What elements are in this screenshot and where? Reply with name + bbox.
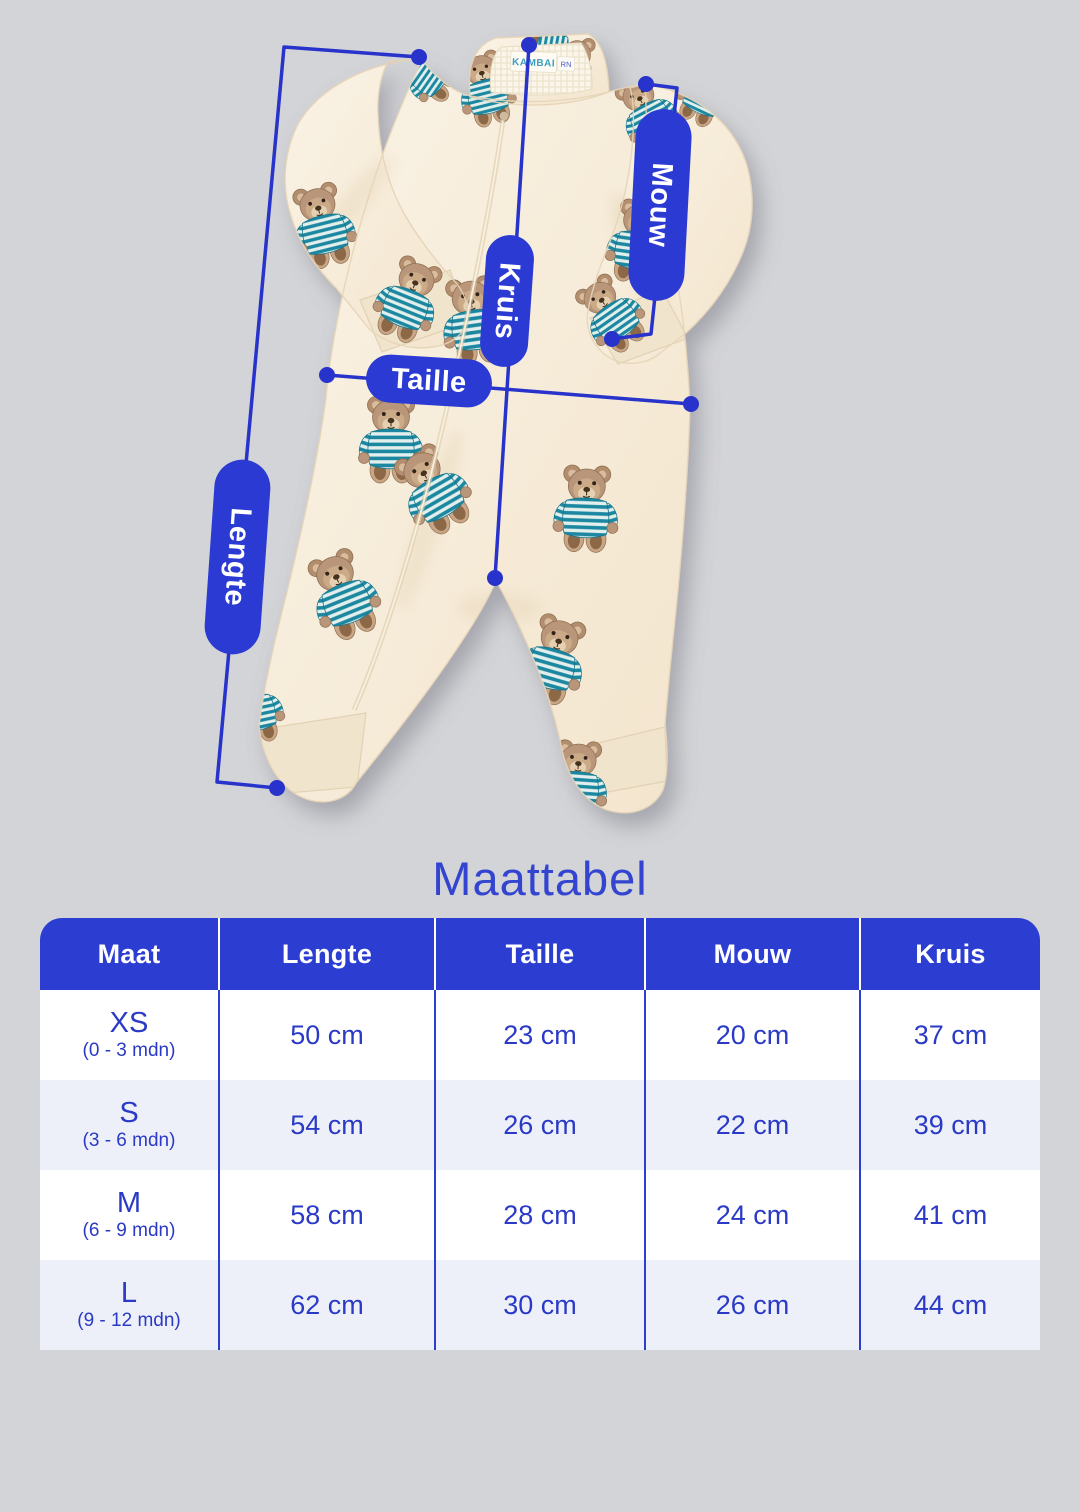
cell-lengte: 62 cm: [220, 1260, 436, 1350]
cell-kruis: 44 cm: [913, 1289, 988, 1320]
table-row-xs: XS (0 - 3 mdn) 50 cm 23 cm 20 cm 37 cm: [40, 990, 1040, 1080]
cell-taille: 23 cm: [436, 990, 646, 1080]
cell-kruis: 37 cm: [913, 1019, 988, 1050]
cell-mouw: 20 cm: [646, 990, 861, 1080]
age-range: (3 - 6 mdn): [82, 1130, 176, 1152]
column-header-maat: Maat: [40, 918, 220, 990]
age-range: (6 - 9 mdn): [82, 1220, 176, 1242]
table-row-m: M (6 - 9 mdn) 58 cm 28 cm 24 cm 41 cm: [40, 1170, 1040, 1260]
cell-size: S (3 - 6 mdn): [40, 1080, 220, 1170]
cell-lengte: 58 cm: [220, 1170, 436, 1260]
column-header-lengte: Lengte: [220, 918, 436, 990]
size-table: Maat Lengte Taille Mouw Kruis XS (0 - 3 …: [40, 918, 1040, 1350]
cell-lengte: 54 cm: [220, 1080, 436, 1170]
measurement-endpoint-dots: [269, 37, 699, 796]
page-title: Maattabel: [432, 852, 648, 905]
measurement-lines: [215, 37, 699, 796]
cell-kruis: 41 cm: [913, 1199, 988, 1230]
measurement-pill-kruis: Kruis: [478, 233, 536, 369]
baby-romper-photo: KAMBAI RN: [258, 33, 753, 814]
lengte-line: [215, 45, 421, 790]
column-header-taille: Taille: [436, 918, 646, 990]
age-range: (0 - 3 mdn): [82, 1040, 176, 1062]
cell-mouw: 22 cm: [646, 1080, 861, 1170]
size-label: L: [120, 1276, 138, 1309]
brand-label-text: KAMBAI: [512, 57, 555, 69]
cell-taille: 26 cm: [436, 1080, 646, 1170]
cell-mouw: 24 cm: [646, 1170, 861, 1260]
column-header-mouw: Mouw: [646, 918, 861, 990]
zipper: [351, 111, 509, 712]
column-header-kruis: Kruis: [915, 938, 986, 969]
cell-kruis: 39 cm: [913, 1109, 988, 1140]
garment: KAMBAI RN: [258, 33, 753, 814]
cell-size: XS (0 - 3 mdn): [40, 990, 220, 1080]
product-measurement-diagram: KAMBAI RN Lengte Taille Kruis Mouw: [202, 33, 753, 814]
brand-size-tag: RN: [560, 60, 571, 69]
age-range: (9 - 12 mdn): [77, 1310, 181, 1332]
size-label: M: [116, 1186, 142, 1219]
cell-taille: 30 cm: [436, 1260, 646, 1350]
brand-label: KAMBAI RN: [509, 50, 576, 73]
cell-lengte: 50 cm: [220, 990, 436, 1080]
table-row-s: S (3 - 6 mdn) 54 cm 26 cm 22 cm 39 cm: [40, 1080, 1040, 1170]
measurement-pill-mouw: Mouw: [627, 107, 693, 303]
measurement-pill-taille: Taille: [364, 353, 494, 409]
size-table-header: Maat Lengte Taille Mouw Kruis: [40, 918, 1040, 990]
cell-mouw: 26 cm: [646, 1260, 861, 1350]
size-label: XS: [109, 1006, 149, 1039]
size-label: S: [119, 1096, 139, 1129]
cell-size: M (6 - 9 mdn): [40, 1170, 220, 1260]
table-row-l: L (9 - 12 mdn) 62 cm 30 cm 26 cm 44 cm: [40, 1260, 1040, 1350]
cell-size: L (9 - 12 mdn): [40, 1260, 220, 1350]
cell-taille: 28 cm: [436, 1170, 646, 1260]
